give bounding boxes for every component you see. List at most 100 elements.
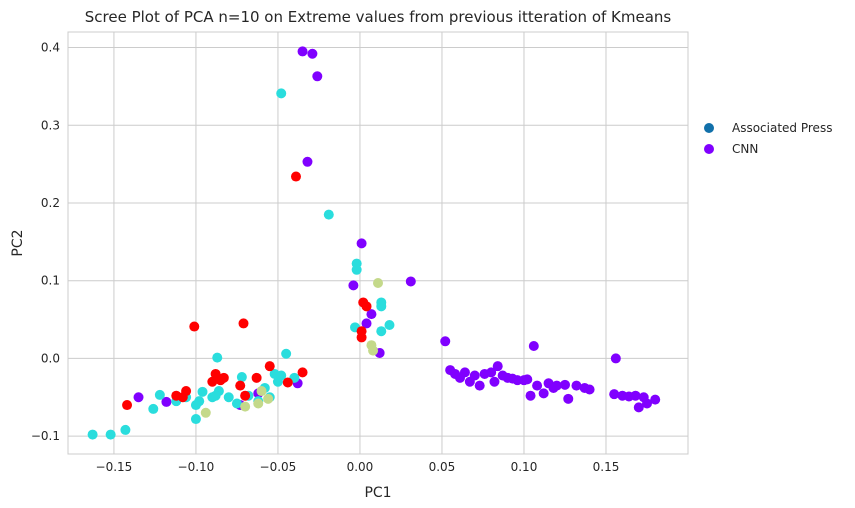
- data-point: [312, 71, 323, 82]
- data-point: [469, 370, 480, 381]
- data-point: [240, 401, 251, 412]
- data-point: [630, 390, 641, 401]
- data-point: [522, 374, 533, 385]
- y-tick-label: 0.1: [41, 274, 60, 288]
- data-point: [161, 396, 172, 407]
- data-point: [571, 380, 582, 391]
- data-point: [307, 48, 318, 59]
- x-axis-label: PC1: [364, 485, 391, 501]
- x-tick-labels: −0.15 −0.10 −0.05 0.00 0.05 0.10 0.15: [96, 460, 620, 474]
- data-point: [551, 380, 562, 391]
- data-point: [200, 407, 211, 418]
- x-tick-label: 0.15: [593, 460, 620, 474]
- y-tick-label: 0.2: [41, 196, 60, 210]
- data-point: [361, 318, 372, 329]
- data-point: [207, 376, 218, 387]
- data-point: [610, 353, 621, 364]
- data-point: [190, 414, 201, 425]
- data-point: [528, 340, 539, 351]
- data-point: [440, 336, 451, 347]
- data-point: [148, 403, 159, 414]
- data-point: [189, 321, 200, 332]
- data-point: [376, 301, 387, 312]
- data-point: [376, 326, 387, 337]
- y-tick-label: 0.0: [41, 351, 60, 365]
- x-tick-label: −0.05: [260, 460, 297, 474]
- data-point: [120, 424, 131, 435]
- data-point: [231, 398, 242, 409]
- legend-label: CNN: [732, 142, 758, 156]
- data-point: [276, 370, 287, 381]
- data-point: [238, 318, 249, 329]
- data-point: [197, 386, 208, 397]
- x-tick-label: 0.00: [347, 460, 374, 474]
- data-point: [489, 376, 500, 387]
- data-point: [323, 209, 334, 220]
- data-point: [240, 390, 251, 401]
- data-point: [297, 46, 308, 57]
- y-tick-label: 0.4: [41, 41, 60, 55]
- data-point: [459, 367, 470, 378]
- data-point: [563, 393, 574, 404]
- data-point: [384, 319, 395, 330]
- data-point: [351, 264, 362, 275]
- data-point: [236, 372, 247, 383]
- data-point: [532, 380, 543, 391]
- data-point: [276, 88, 287, 99]
- data-point: [486, 367, 497, 378]
- data-point: [584, 384, 595, 395]
- data-point: [302, 156, 313, 167]
- data-point: [133, 392, 144, 403]
- data-point: [492, 361, 503, 372]
- data-point: [105, 429, 116, 440]
- data-point: [297, 367, 308, 378]
- data-point: [559, 379, 570, 390]
- y-axis-label: PC2: [10, 229, 26, 256]
- data-point: [122, 400, 133, 411]
- y-tick-label: 0.3: [41, 118, 60, 132]
- legend-marker: [704, 123, 714, 133]
- x-tick-label: −0.15: [96, 460, 133, 474]
- data-point: [609, 389, 620, 400]
- data-point: [290, 171, 301, 182]
- data-point: [215, 375, 226, 386]
- data-point: [154, 389, 165, 400]
- legend-label: Associated Press: [732, 121, 832, 135]
- data-points: [87, 46, 661, 440]
- legend-marker: [704, 144, 714, 154]
- legend: Associated Press CNN: [704, 121, 832, 156]
- y-tick-labels: −0.1 0.0 0.1 0.2 0.3 0.4: [31, 41, 60, 444]
- data-point: [264, 361, 275, 372]
- chart-title: Scree Plot of PCA n=10 on Extreme values…: [85, 8, 672, 26]
- data-point: [368, 345, 379, 356]
- data-point: [366, 309, 377, 320]
- data-point: [281, 348, 292, 359]
- y-tick-label: −0.1: [31, 429, 60, 443]
- data-point: [405, 276, 416, 287]
- data-point: [373, 278, 383, 289]
- data-point: [87, 429, 98, 440]
- data-point: [538, 388, 549, 399]
- data-point: [356, 238, 367, 249]
- x-tick-label: 0.05: [429, 460, 456, 474]
- data-point: [282, 377, 293, 388]
- data-point: [361, 301, 372, 312]
- data-point: [256, 386, 267, 397]
- data-point: [633, 402, 644, 413]
- data-point: [263, 393, 274, 404]
- x-tick-label: −0.10: [178, 460, 215, 474]
- data-point: [525, 390, 536, 401]
- data-point: [210, 390, 221, 401]
- data-point: [194, 396, 205, 407]
- data-point: [348, 280, 359, 291]
- data-point: [251, 372, 262, 383]
- data-point: [212, 352, 223, 363]
- data-point: [253, 398, 264, 409]
- data-point: [235, 380, 246, 391]
- data-point: [356, 332, 367, 343]
- data-point: [641, 398, 652, 409]
- data-point: [223, 392, 234, 403]
- x-tick-label: 0.10: [511, 460, 538, 474]
- data-point: [171, 390, 182, 401]
